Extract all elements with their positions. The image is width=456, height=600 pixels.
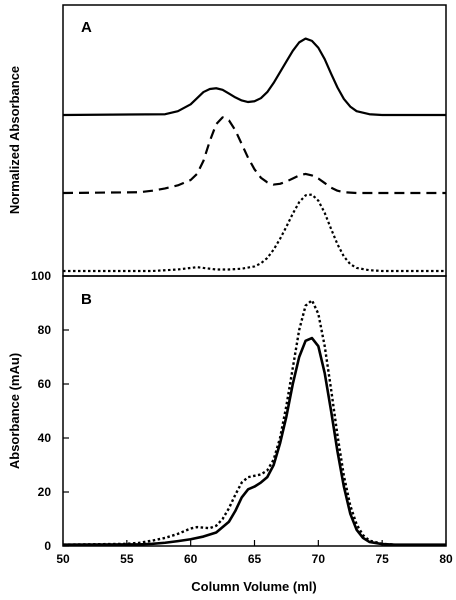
panel-b-series-line-solid bbox=[62, 336, 446, 546]
x-axis-title: Column Volume (ml) bbox=[191, 579, 316, 594]
y-tick-label: 20 bbox=[38, 485, 52, 499]
panel-b: B Absorbance (mAu) Column Volume (ml) 50… bbox=[7, 269, 453, 594]
panel-b-ticks-group: 50 55 60 65 70 75 80 0 20 40 60 80 100 bbox=[31, 269, 453, 566]
panel-b-label: B bbox=[81, 291, 92, 308]
panel-b-frame bbox=[62, 275, 447, 547]
y-tick-label: 60 bbox=[38, 377, 52, 391]
panel-a-series-group bbox=[62, 37, 446, 273]
x-tick-label: 50 bbox=[56, 552, 70, 566]
x-tick-label: 60 bbox=[184, 552, 198, 566]
x-tick-label: 80 bbox=[439, 552, 453, 566]
y-tick-label: 100 bbox=[31, 269, 51, 283]
x-tick-label: 70 bbox=[312, 552, 326, 566]
panel-b-series-group bbox=[62, 299, 446, 546]
panel-b-y-axis-title: Absorbance (mAu) bbox=[7, 353, 22, 469]
panel-a: A Normalized Absorbance bbox=[7, 4, 447, 277]
panel-a-label: A bbox=[81, 19, 92, 36]
panel-a-series-line-solid bbox=[62, 37, 446, 117]
panel-a-series-line-dotted bbox=[63, 193, 446, 273]
panel-a-y-axis-title: Normalized Absorbance bbox=[7, 66, 22, 214]
y-tick-label: 40 bbox=[38, 431, 52, 445]
panel-a-series-line-dashed bbox=[62, 116, 446, 195]
x-tick-label: 55 bbox=[120, 552, 134, 566]
panel-a-frame bbox=[62, 4, 447, 277]
x-tick-label: 65 bbox=[248, 552, 262, 566]
y-tick-label: 0 bbox=[44, 539, 51, 553]
x-tick-label: 75 bbox=[375, 552, 389, 566]
y-tick-label: 80 bbox=[38, 323, 52, 337]
panel-b-series-line-dotted bbox=[62, 299, 446, 546]
